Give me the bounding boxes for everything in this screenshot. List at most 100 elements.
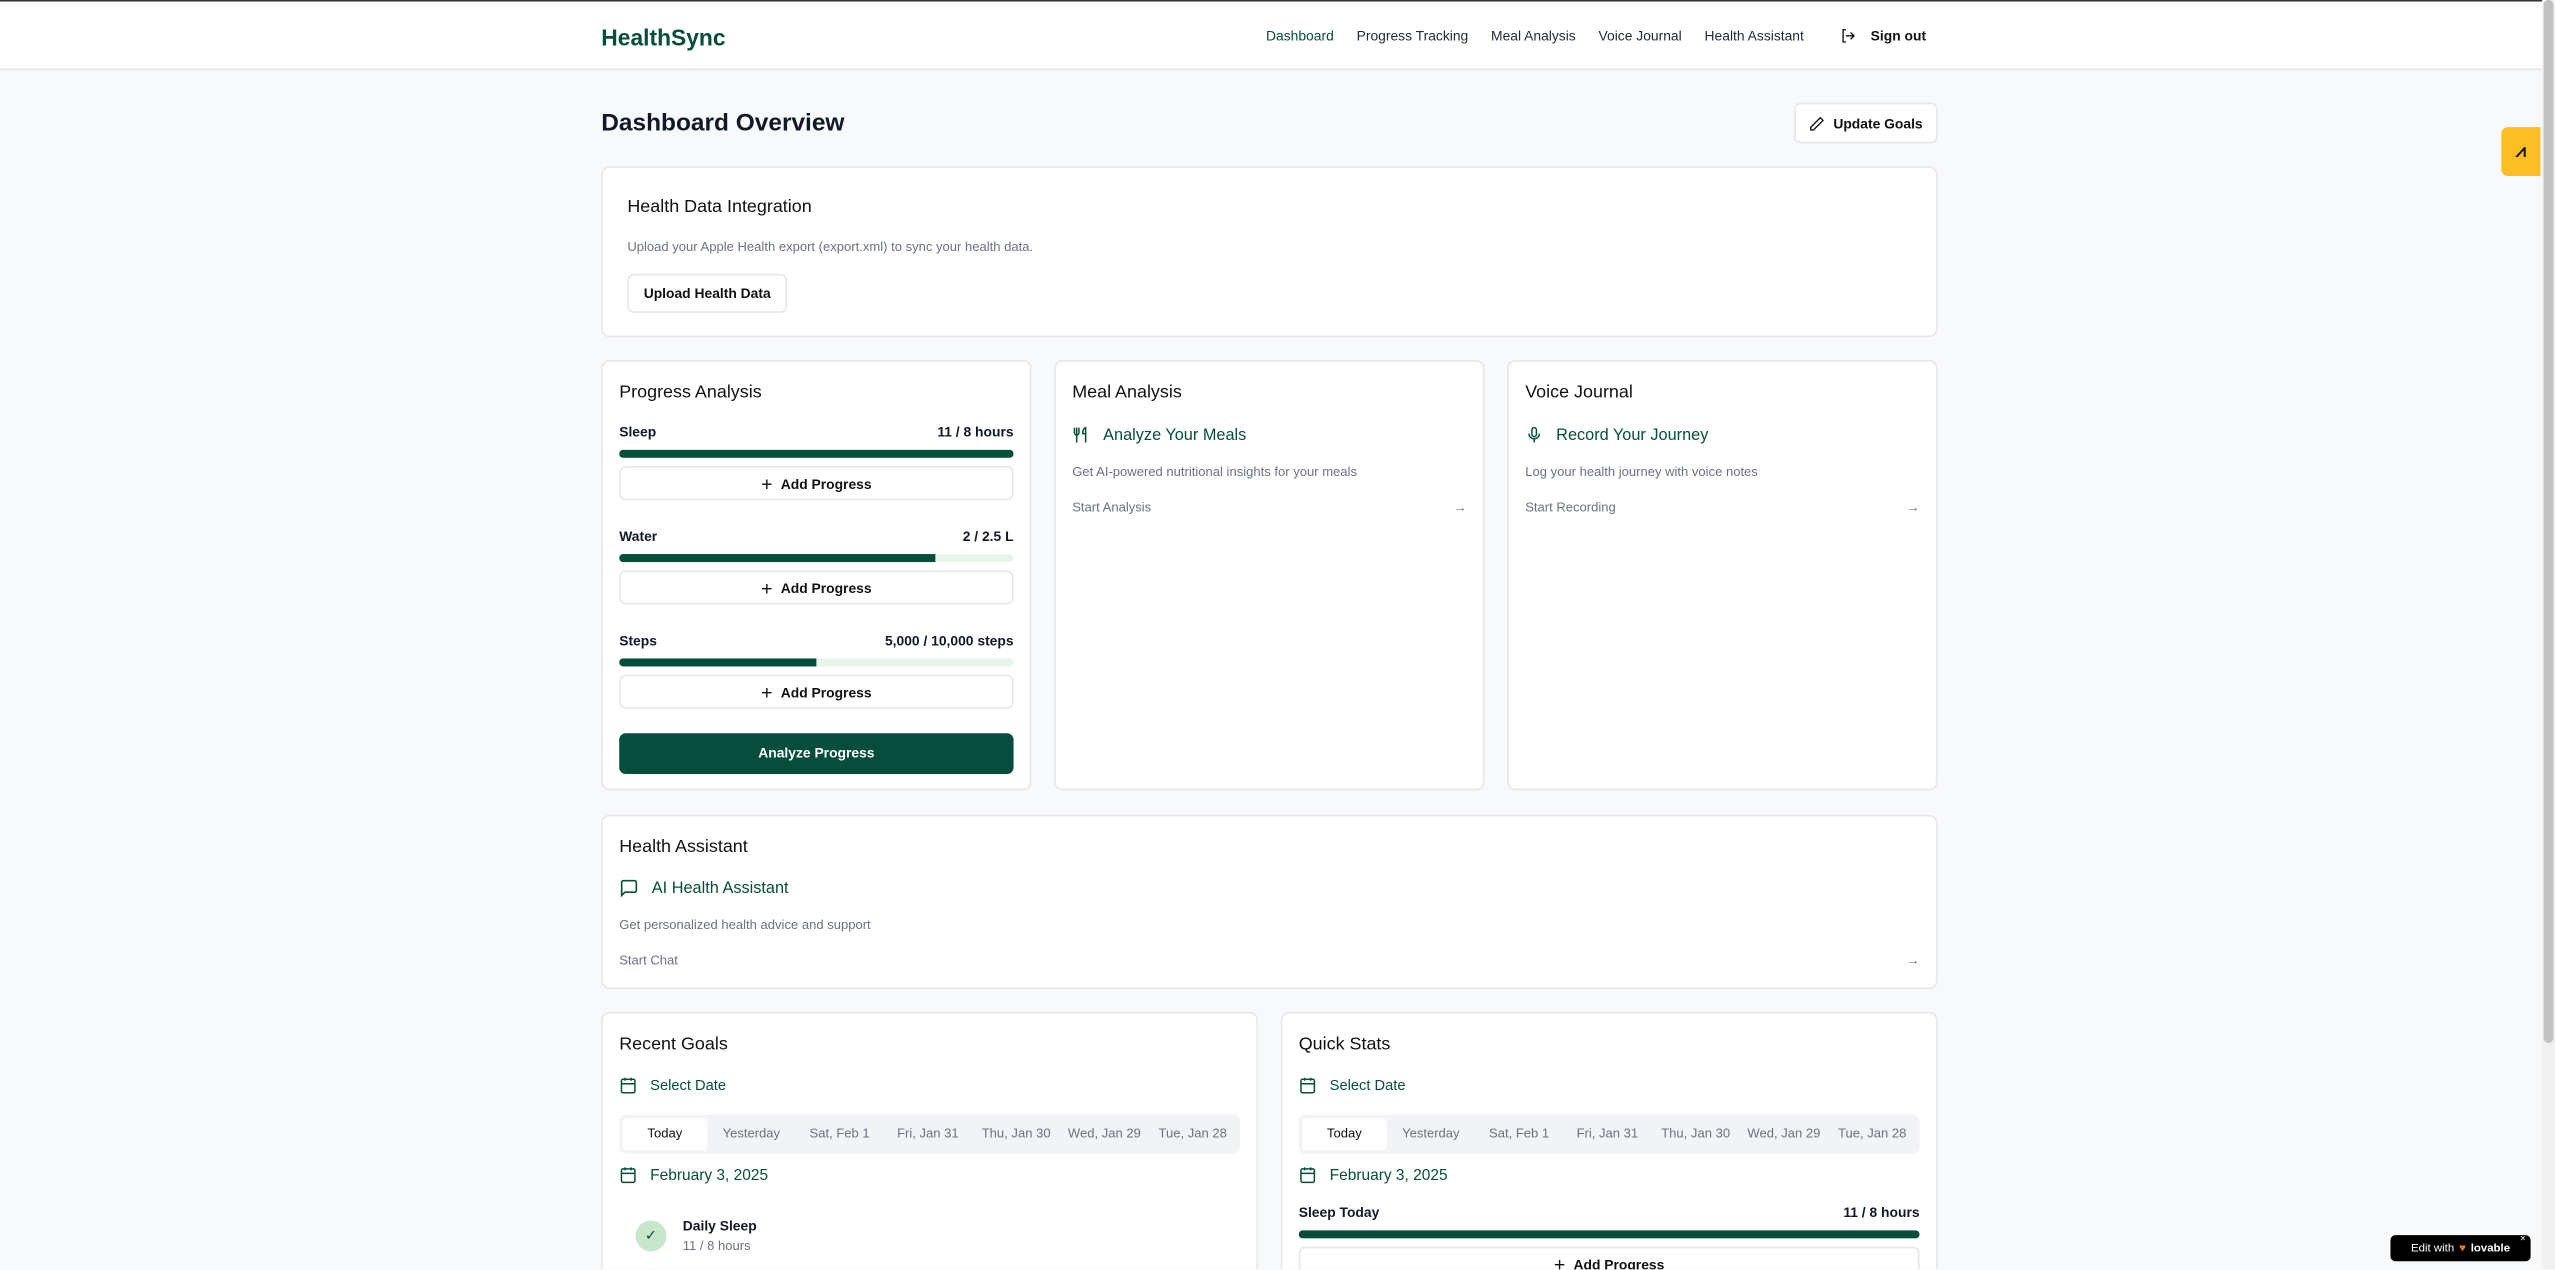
message-square-icon bbox=[620, 879, 638, 898]
nav-voice-journal[interactable]: Voice Journal bbox=[1598, 27, 1682, 44]
microphone-icon bbox=[1528, 426, 1541, 443]
add-progress-label: Add Progress bbox=[780, 474, 872, 492]
logo[interactable]: HealthSync bbox=[601, 24, 726, 51]
tab-wed-jan-29[interactable]: Wed, Jan 29 bbox=[1747, 1125, 1821, 1141]
tab-thu-jan-30[interactable]: Thu, Jan 30 bbox=[981, 1125, 1051, 1141]
add-steps-progress-button[interactable]: + Add Progress bbox=[619, 674, 1014, 709]
floating-assistant-button[interactable]: ⩘ bbox=[2501, 127, 2541, 176]
date-tabs: Today Yesterday Sat, Feb 1 Fri, Jan 31 T… bbox=[619, 1114, 1241, 1154]
tab-yesterday[interactable]: Yesterday bbox=[1402, 1125, 1460, 1141]
plus-icon: + bbox=[761, 471, 773, 495]
plus-icon: + bbox=[761, 680, 773, 704]
calendar-icon bbox=[620, 1167, 636, 1184]
edit-with-lovable-badge[interactable]: Edit with ♥ lovable × bbox=[2390, 1235, 2531, 1262]
start-recording-link[interactable]: Start Recording → bbox=[1525, 500, 1920, 515]
steps-progress-bar bbox=[619, 658, 1014, 667]
meal-analysis-card: Meal Analysis Analyze Your Meals Get AI-… bbox=[1054, 360, 1485, 791]
metric-sleep: Sleep 11 / 8 hours bbox=[619, 423, 1014, 440]
tab-today[interactable]: Today bbox=[1301, 1117, 1387, 1151]
badge-brand: lovable bbox=[2470, 1242, 2511, 1254]
card-title: Health Assistant bbox=[619, 837, 748, 858]
arrow-right-icon: → bbox=[1906, 953, 1920, 968]
lovable-icon: ⩘ bbox=[2515, 141, 2526, 162]
select-date-button[interactable]: Select Date bbox=[619, 1075, 726, 1095]
update-goals-button[interactable]: Update Goals bbox=[1794, 102, 1938, 144]
tab-wed-jan-29[interactable]: Wed, Jan 29 bbox=[1067, 1125, 1141, 1141]
arrow-right-icon: → bbox=[1906, 500, 1920, 515]
add-water-progress-button[interactable]: + Add Progress bbox=[619, 570, 1014, 605]
add-progress-label: Add Progress bbox=[780, 683, 872, 700]
card-title: Recent Goals bbox=[619, 1034, 728, 1055]
nav-dashboard[interactable]: Dashboard bbox=[1266, 27, 1334, 44]
tab-fri-jan-31[interactable]: Fri, Jan 31 bbox=[1576, 1125, 1639, 1141]
window-top-border bbox=[0, 0, 2555, 2]
tab-today[interactable]: Today bbox=[622, 1117, 708, 1151]
current-date: February 3, 2025 bbox=[619, 1165, 768, 1185]
start-analysis-link[interactable]: Start Analysis → bbox=[1072, 500, 1467, 515]
card-title: Health Data Integration bbox=[627, 197, 812, 217]
add-progress-label: Add Progress bbox=[780, 579, 872, 596]
start-chat-link[interactable]: Start Chat → bbox=[619, 953, 1920, 968]
sleep-today-progress-bar bbox=[1298, 1230, 1920, 1239]
tab-sat-feb-1[interactable]: Sat, Feb 1 bbox=[1489, 1125, 1550, 1141]
metric-water: Water 2 / 2.5 L bbox=[619, 527, 1014, 545]
sign-out-button[interactable]: Sign out bbox=[1840, 28, 1926, 44]
top-nav: HealthSync Dashboard Progress Tracking M… bbox=[0, 1, 2543, 71]
feature-title: Analyze Your Meals bbox=[1103, 426, 1247, 445]
progress-analysis-card: Progress Analysis Sleep 11 / 8 hours + Add… bbox=[601, 360, 1032, 791]
feature-description: Get personalized health advice and suppo… bbox=[619, 917, 871, 933]
utensils-icon bbox=[1073, 426, 1087, 443]
metric-steps: Steps 5,000 / 10,000 steps bbox=[619, 632, 1014, 649]
card-title: Meal Analysis bbox=[1072, 382, 1182, 403]
nav-progress-tracking[interactable]: Progress Tracking bbox=[1356, 27, 1469, 44]
check-icon: ✓ bbox=[635, 1219, 667, 1251]
arrow-right-icon: → bbox=[1453, 500, 1467, 515]
upload-health-data-button[interactable]: Upload Health Data bbox=[627, 273, 788, 313]
tab-tue-jan-28[interactable]: Tue, Jan 28 bbox=[1158, 1125, 1227, 1141]
feature-description: Get AI-powered nutritional insights for … bbox=[1072, 464, 1357, 480]
select-date-button[interactable]: Select Date bbox=[1299, 1075, 1405, 1095]
goal-value: 11 / 8 hours bbox=[682, 1238, 751, 1254]
feature-description: Log your health journey with voice notes bbox=[1525, 464, 1758, 480]
water-progress-bar bbox=[619, 554, 1014, 563]
feature-title: AI Health Assistant bbox=[651, 879, 789, 898]
card-title: Progress Analysis bbox=[619, 382, 762, 403]
update-goals-label: Update Goals bbox=[1833, 114, 1923, 132]
quick-stats-card: Quick Stats Select Date Today Yesterday … bbox=[1280, 1011, 1938, 1270]
add-sleep-progress-button[interactable]: + Add Progress bbox=[619, 466, 1014, 501]
sign-out-label: Sign out bbox=[1870, 27, 1927, 44]
page-title: Dashboard Overview bbox=[601, 109, 845, 137]
card-title: Voice Journal bbox=[1525, 382, 1633, 403]
nav-meal-analysis[interactable]: Meal Analysis bbox=[1491, 27, 1576, 44]
calendar-icon bbox=[1300, 1077, 1316, 1094]
analyze-progress-button[interactable]: Analyze Progress bbox=[619, 733, 1014, 775]
tab-yesterday[interactable]: Yesterday bbox=[722, 1125, 781, 1141]
goal-name: Daily Sleep bbox=[682, 1217, 757, 1234]
calendar-icon bbox=[620, 1077, 636, 1094]
date-tabs: Today Yesterday Sat, Feb 1 Fri, Jan 31 T… bbox=[1298, 1114, 1920, 1154]
card-title: Quick Stats bbox=[1298, 1034, 1391, 1055]
voice-journal-card: Voice Journal Record Your Journey Log yo… bbox=[1507, 360, 1938, 791]
pencil-icon bbox=[1810, 115, 1825, 130]
nav-health-assistant[interactable]: Health Assistant bbox=[1704, 27, 1804, 44]
add-progress-label: Add Progress bbox=[1573, 1255, 1665, 1270]
scrollbar[interactable] bbox=[2542, 0, 2555, 1270]
integration-description: Upload your Apple Health export (export.… bbox=[627, 239, 1034, 255]
add-progress-button[interactable]: + Add Progress bbox=[1298, 1246, 1920, 1270]
heart-icon: ♥ bbox=[2459, 1242, 2466, 1254]
health-data-integration-card: Health Data Integration Upload your Appl… bbox=[601, 166, 1938, 338]
health-assistant-card: Health Assistant AI Health Assistant Get… bbox=[601, 814, 1938, 990]
tab-fri-jan-31[interactable]: Fri, Jan 31 bbox=[897, 1125, 959, 1141]
tab-sat-feb-1[interactable]: Sat, Feb 1 bbox=[809, 1125, 870, 1141]
badge-text: Edit with bbox=[2411, 1242, 2455, 1254]
goal-item: ✓ Daily Sleep 11 / 8 hours bbox=[635, 1217, 757, 1254]
sign-out-icon bbox=[1842, 29, 1855, 43]
recent-goals-card: Recent Goals Select Date Today Yesterday… bbox=[601, 1011, 1258, 1270]
tab-tue-jan-28[interactable]: Tue, Jan 28 bbox=[1838, 1125, 1907, 1141]
current-date: February 3, 2025 bbox=[1299, 1165, 1448, 1185]
close-icon[interactable]: × bbox=[2519, 1235, 2526, 1245]
tab-thu-jan-30[interactable]: Thu, Jan 30 bbox=[1661, 1125, 1731, 1141]
calendar-icon bbox=[1300, 1167, 1316, 1184]
scrollbar-thumb[interactable] bbox=[2543, 0, 2554, 1043]
plus-icon: + bbox=[1553, 1252, 1566, 1270]
